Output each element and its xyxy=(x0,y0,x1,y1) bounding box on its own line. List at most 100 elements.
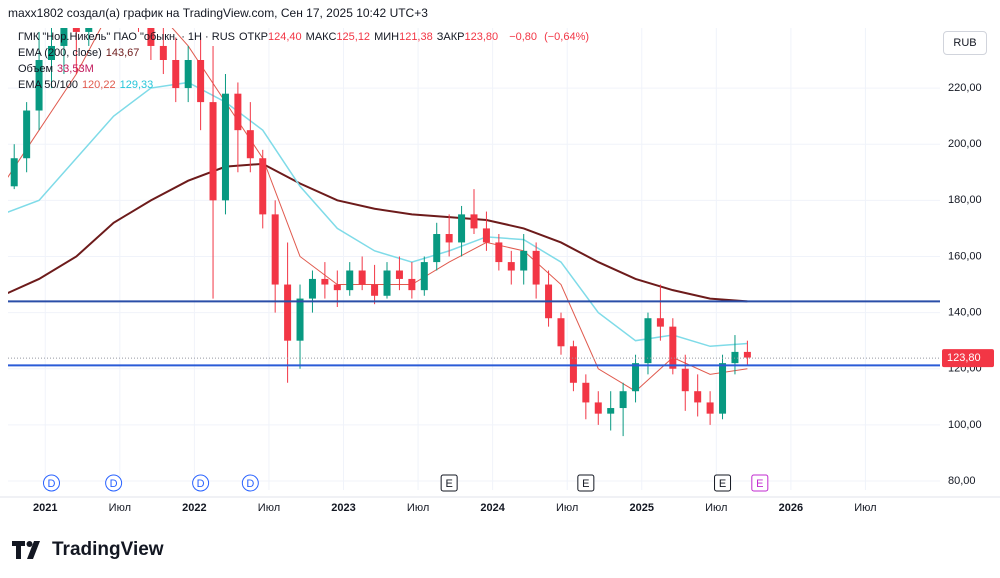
x-tick-label: Июл xyxy=(705,502,727,514)
last-price-tag xyxy=(942,349,994,368)
header: maxx1802 создал(а) график на TradingView… xyxy=(8,6,428,20)
event-marker xyxy=(241,474,259,492)
candle-body xyxy=(321,278,329,285)
ohlc-value: 123,80 xyxy=(464,31,499,43)
event-label: E xyxy=(582,478,589,490)
candle-body xyxy=(85,28,93,32)
ohlc-name: ЗАКР xyxy=(436,31,465,43)
event-marker xyxy=(42,474,60,492)
candle-body xyxy=(420,262,428,291)
indicator-row: EMA (200, close) 143,67 xyxy=(18,47,143,59)
candle-body xyxy=(72,28,80,32)
candle-body xyxy=(296,298,304,341)
candle-body xyxy=(47,45,55,60)
ohlc: ОТКР124,40 МАКС125,12 МИН121,38 ЗАКР123,80 xyxy=(239,31,502,43)
event-label: D xyxy=(48,478,56,490)
x-tick-label: 2021 xyxy=(33,502,57,514)
candle-body xyxy=(209,102,217,201)
y-tick-label: 140,00 xyxy=(948,307,982,319)
y-tick-label: 220,00 xyxy=(948,82,982,94)
event-label: E xyxy=(719,478,726,490)
y-tick-label: 80,00 xyxy=(948,475,976,487)
ohlc-value: 121,38 xyxy=(399,31,433,43)
y-tick-label: 180,00 xyxy=(948,194,982,206)
candle-body xyxy=(371,284,379,296)
currency-button[interactable]: RUB xyxy=(943,31,987,55)
indicator-value: 120,22 xyxy=(81,79,116,91)
candle-body xyxy=(10,158,18,187)
indicator-row: EMA 50/100 120,22 129,33 xyxy=(18,79,157,91)
ohlc-value: 125,12 xyxy=(336,31,371,43)
candle-body xyxy=(395,270,403,279)
event-label: E xyxy=(756,478,763,490)
candle-body xyxy=(172,59,180,89)
event-marker xyxy=(577,474,595,492)
candle-body xyxy=(557,318,565,347)
candle-body xyxy=(184,59,192,89)
candle-body xyxy=(495,242,503,263)
indicator-value: 129,33 xyxy=(119,79,154,91)
indicator-name: EMA (200, close) xyxy=(18,47,102,59)
x-tick-label: Июл xyxy=(854,502,876,514)
chart: 80,00100,00120,00140,00160,00180,00200,0… xyxy=(0,0,1000,514)
ohlc-name: МИН xyxy=(374,31,400,43)
candle-body xyxy=(482,228,490,243)
candle-body xyxy=(445,234,453,243)
candle-body xyxy=(582,382,590,403)
candle-body xyxy=(246,130,254,159)
event-marker xyxy=(714,474,732,492)
change: −0,80 xyxy=(509,31,538,43)
indicator-value: 143,67 xyxy=(105,47,140,59)
event-label: D xyxy=(197,478,205,490)
event-label: E xyxy=(445,478,452,490)
candle-body xyxy=(135,4,142,18)
candle-body xyxy=(507,262,515,271)
candle-body xyxy=(23,110,31,159)
plot-area xyxy=(8,0,940,490)
event-marker xyxy=(440,474,458,492)
x-tick-label: Июл xyxy=(109,502,131,514)
candle-body xyxy=(743,351,751,358)
event-marker xyxy=(105,474,123,492)
candle-body xyxy=(520,250,528,271)
event-marker xyxy=(192,474,210,492)
x-tick-label: 2024 xyxy=(480,502,505,514)
candle-body xyxy=(470,214,478,229)
ema-line xyxy=(8,81,748,348)
event-label: D xyxy=(110,478,118,490)
x-tick-label: Июл xyxy=(407,502,429,514)
last-price-label: 123,80 xyxy=(947,352,981,364)
candle-body xyxy=(669,326,677,369)
legend-symbol: ГМК "Нор.Никель" ПАО "обыкн. · 1Н · RUS О… xyxy=(18,31,593,43)
candle-body xyxy=(706,402,714,414)
y-tick-label: 160,00 xyxy=(948,250,982,262)
candle-body xyxy=(259,158,267,215)
candle-body xyxy=(532,250,540,285)
brand-icon xyxy=(12,541,40,559)
candle-body xyxy=(284,284,292,341)
axes: 80,00100,00120,00140,00160,00180,00200,0… xyxy=(0,82,1000,514)
candle-body xyxy=(271,214,279,285)
candle-body xyxy=(159,45,167,60)
candle-body xyxy=(197,59,205,103)
x-tick-label: 2022 xyxy=(182,502,206,514)
candle-body xyxy=(123,0,130,4)
event-marker xyxy=(751,474,769,492)
brand: TradingView xyxy=(12,539,164,561)
x-tick-label: 2025 xyxy=(630,502,654,514)
candle-body xyxy=(408,278,416,291)
indicator-value: 33,53M xyxy=(57,63,94,75)
y-tick-label: 200,00 xyxy=(948,138,982,150)
candle-body xyxy=(308,278,316,299)
candle-body xyxy=(346,270,354,291)
candle-body xyxy=(458,214,466,243)
candle-body xyxy=(234,93,242,131)
brand-text: TradingView xyxy=(52,539,164,560)
symbol: ГМК "Нор.Никель" ПАО "обыкн. · 1Н · RUS xyxy=(18,31,235,43)
change-pct: (−0,64%) xyxy=(544,31,590,43)
event-label: D xyxy=(246,478,254,490)
ema-line xyxy=(8,162,748,303)
candle-body xyxy=(35,59,43,111)
x-tick-label: Июл xyxy=(258,502,280,514)
